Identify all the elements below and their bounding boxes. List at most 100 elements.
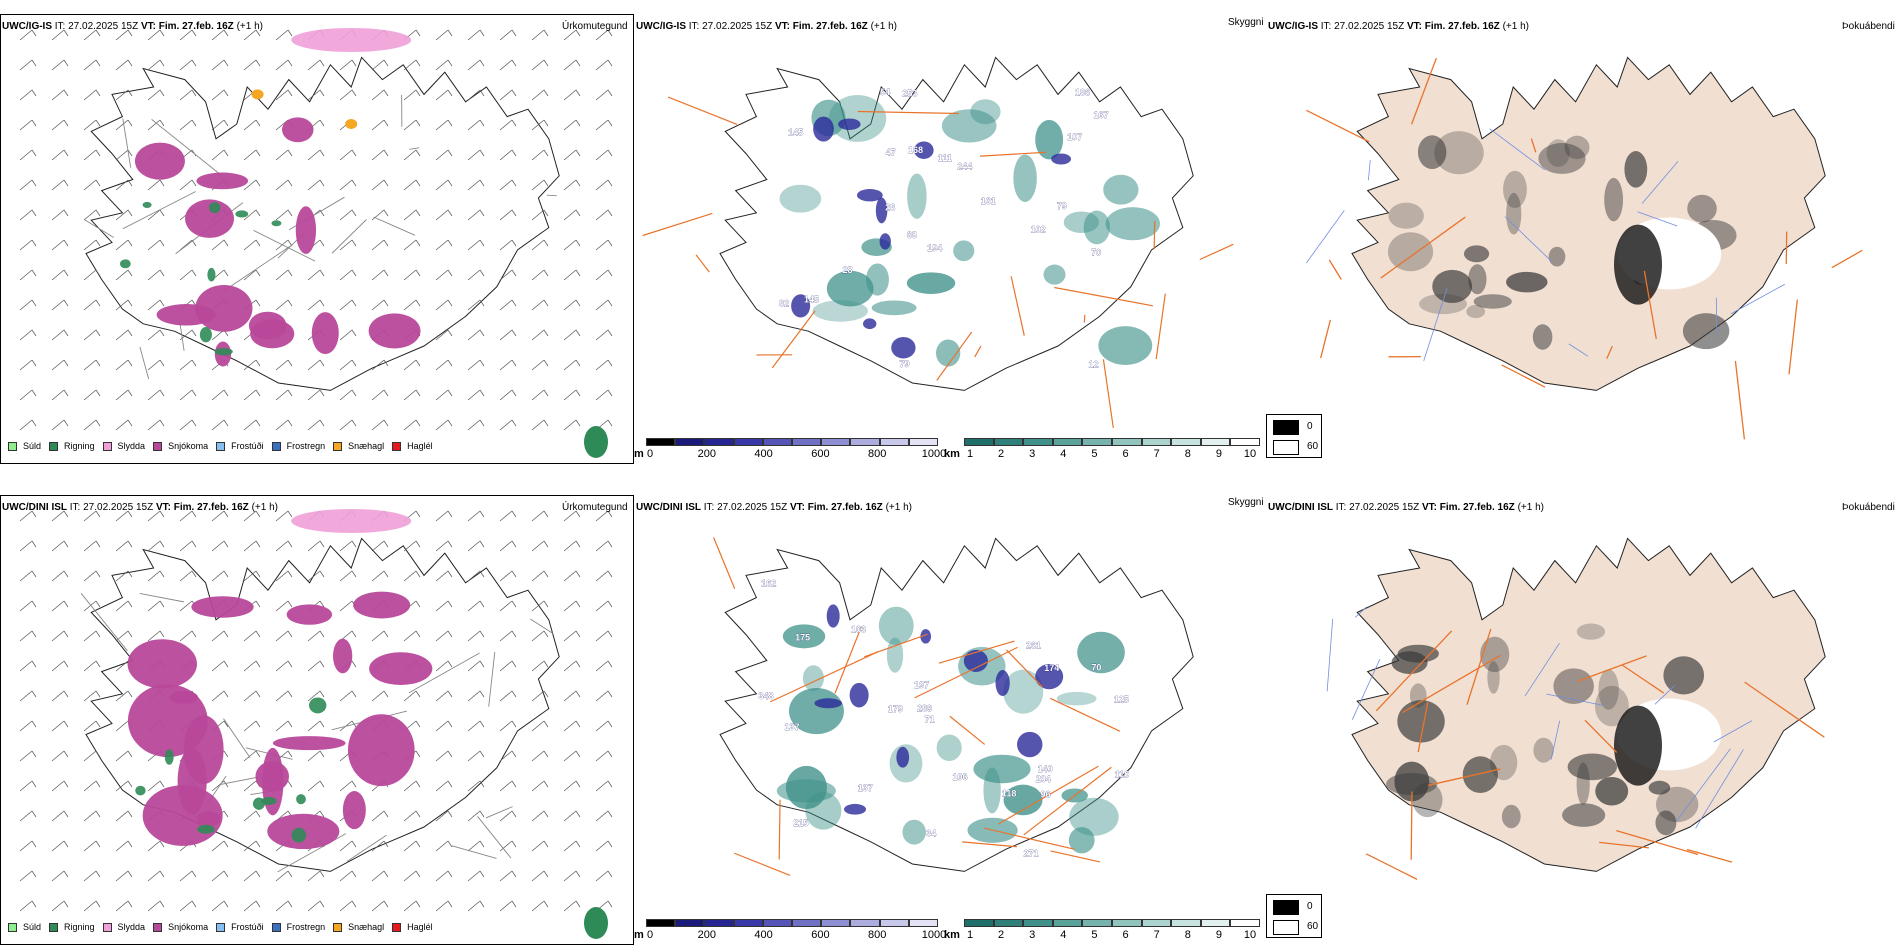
- precip-type-legend: Súld Rigning Slydda Snjókoma Frostúði Frostre…: [8, 922, 433, 932]
- wind-barb: [243, 630, 257, 642]
- fog-legend: 0 60: [1266, 414, 1322, 458]
- wind-barb-feather: [159, 540, 165, 548]
- wind-barb: [19, 510, 33, 522]
- wind-barb-feather: [127, 29, 133, 37]
- wind-barb-feather: [415, 59, 421, 67]
- ceiling-value-label: 145: [788, 127, 803, 137]
- legend-swatch: [49, 441, 59, 451]
- legend-item: Rigning: [49, 922, 95, 932]
- wind-barb: [115, 59, 129, 71]
- fog-shading: [1532, 324, 1553, 350]
- rain-area: [291, 827, 307, 843]
- ceiling-bar-segment: [646, 438, 676, 446]
- wind-barb-feather: [63, 540, 69, 548]
- wind-barb-feather: [223, 780, 229, 788]
- wind-barb: [275, 359, 289, 371]
- wind-barb: [115, 149, 129, 161]
- wind-barb: [371, 570, 385, 582]
- wind-barb-feather: [255, 359, 261, 367]
- ceiling-value-label: 289: [917, 704, 932, 714]
- wind-barb: [211, 540, 225, 552]
- wind-barb-feather: [543, 540, 549, 548]
- rain-area: [309, 697, 327, 714]
- wind-barb-feather: [31, 690, 37, 698]
- wind-barb-feather: [191, 419, 197, 427]
- low-visibility-area: [1035, 119, 1064, 160]
- wind-barb: [115, 690, 129, 702]
- wind-barb-feather: [383, 570, 389, 578]
- wind-barb-feather: [95, 630, 101, 638]
- wind-barb-feather: [383, 690, 389, 698]
- wind-barb-feather: [223, 29, 229, 37]
- snowfall-area: [134, 142, 185, 180]
- ceiling-bar-segment: [675, 438, 705, 446]
- wind-barb-feather: [351, 239, 357, 247]
- wind-barb: [403, 239, 417, 251]
- wind-barb: [275, 570, 289, 582]
- snowfall-area: [272, 736, 346, 751]
- wind-barb-feather: [511, 540, 517, 548]
- wind-barb-feather: [223, 870, 229, 878]
- wind-barb-feather: [127, 239, 133, 247]
- wind-barb: [595, 690, 609, 702]
- wind-barb: [467, 570, 481, 582]
- wind-barb: [83, 329, 97, 341]
- wind-barb: [211, 149, 225, 161]
- wind-barb-feather: [191, 630, 197, 638]
- wind-barb: [403, 810, 417, 822]
- wind-barb-feather: [319, 810, 325, 818]
- wind-barb-feather: [511, 750, 517, 758]
- road-line: [1023, 766, 1112, 836]
- wind-barb-feather: [287, 269, 293, 277]
- wind-barb-feather: [223, 660, 229, 668]
- visibility-unit: km: [944, 448, 960, 460]
- wind-barb-feather: [383, 299, 389, 307]
- wind-barb: [499, 660, 513, 672]
- legend-swatch: [8, 922, 17, 932]
- wind-barb-feather: [95, 389, 101, 397]
- rain-area: [296, 794, 306, 805]
- model-name: UWC/IG-IS: [1268, 21, 1318, 32]
- iceland-outline: [19, 509, 613, 939]
- wind-barb-feather: [191, 119, 197, 127]
- wind-barb: [83, 59, 97, 71]
- wind-barb: [147, 89, 161, 101]
- fog-shading: [1567, 753, 1618, 781]
- wind-barb-feather: [511, 89, 517, 97]
- fog-legend: 0 60: [1266, 894, 1322, 938]
- wind-barb-feather: [607, 59, 613, 67]
- wind-barb-feather: [575, 299, 581, 307]
- vt-label: VT:: [774, 21, 790, 32]
- wind-barb-feather: [575, 89, 581, 97]
- wind-barb: [403, 209, 417, 221]
- wind-barb-feather: [351, 660, 357, 668]
- river-line: [1713, 720, 1753, 743]
- wind-barb: [243, 840, 257, 852]
- wind-barb-feather: [319, 239, 325, 247]
- wind-barb-feather: [543, 780, 549, 788]
- wind-barb-feather: [543, 149, 549, 157]
- wind-barb: [179, 239, 193, 251]
- wind-barb: [243, 269, 257, 281]
- wind-barb: [339, 59, 353, 71]
- river-line: [1306, 210, 1345, 264]
- wind-barb-feather: [575, 690, 581, 698]
- wind-barb-feather: [511, 780, 517, 788]
- wind-barb: [147, 419, 161, 431]
- wind-barb-feather: [223, 630, 229, 638]
- wind-barb-feather: [479, 119, 485, 127]
- ceiling-bar-segment: [762, 438, 792, 446]
- road-line: [253, 229, 316, 262]
- wind-barb: [467, 660, 481, 672]
- legend-item: Snjókoma: [153, 441, 208, 451]
- wind-barb-feather: [447, 810, 453, 818]
- river-line: [1504, 216, 1553, 263]
- legend-item: Frostúði: [216, 441, 264, 451]
- road-line: [938, 640, 1015, 664]
- wind-barb-feather: [479, 389, 485, 397]
- wind-barb: [595, 720, 609, 732]
- wind-barb-feather: [415, 419, 421, 427]
- wind-barb-feather: [319, 870, 325, 878]
- wind-barb-feather: [607, 600, 613, 608]
- wind-barb: [147, 59, 161, 71]
